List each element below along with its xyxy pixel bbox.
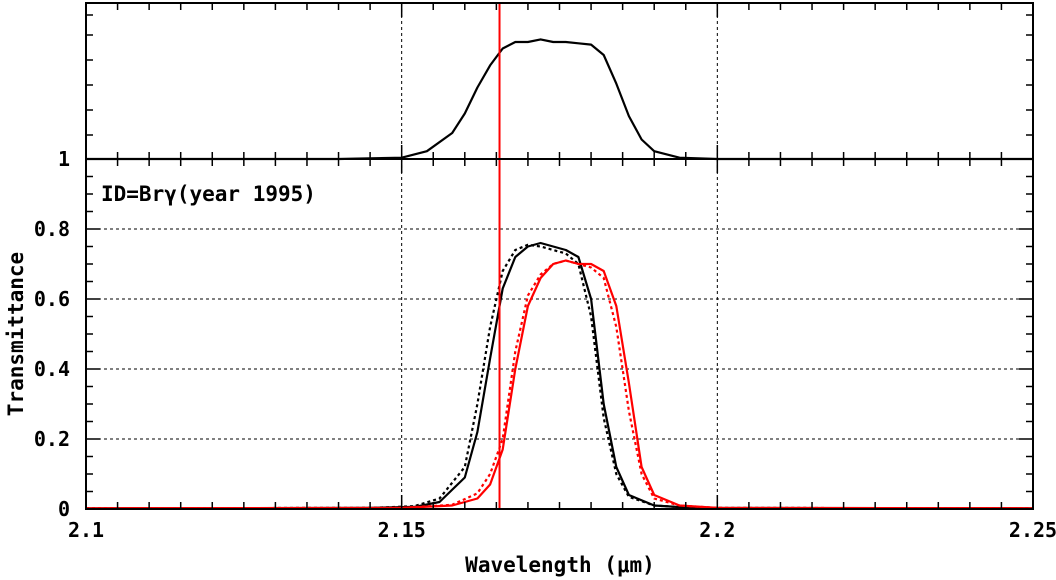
transmittance-curve-2 <box>85 259 1034 510</box>
y-tick-label-3: 0.6 <box>34 287 70 311</box>
y-tick-label-1: 0.2 <box>34 427 70 451</box>
axis-ticks <box>85 3 1034 510</box>
y-tick-label-0: 0 <box>58 497 70 521</box>
x-tick-label-3: 2.25 <box>1009 518 1056 542</box>
x-tick-label-0: 2.1 <box>68 518 104 542</box>
y-tick-label-4: 0.8 <box>34 217 70 241</box>
tick-labels: 2.1 2.15 2.2 2.25 0 0.2 0.4 0.6 0.8 1 <box>34 147 1056 542</box>
grid-lines <box>86 3 1033 509</box>
upper-y-tick-label: 1 <box>58 147 70 171</box>
filter-id-annotation: ID=Brγ(year 1995) <box>101 182 316 206</box>
upper-profile-curve-0 <box>86 38 1033 161</box>
transmittance-curve-1 <box>85 243 1034 510</box>
transmittance-curve-0 <box>85 241 1034 510</box>
x-axis-label: Wavelength (μm) <box>465 553 655 577</box>
lower-panel-series <box>85 241 1034 510</box>
y-tick-label-2: 0.4 <box>34 357 70 381</box>
upper-panel <box>86 38 1033 161</box>
x-tick-label-2: 2.2 <box>699 518 735 542</box>
y-axis-label: Transmittance <box>4 252 28 416</box>
upper-panel-frame <box>85 2 1034 160</box>
lower-panel-frame <box>85 158 1034 510</box>
x-tick-label-1: 2.15 <box>378 518 426 542</box>
panel-frames <box>85 2 1034 510</box>
transmittance-curve-3 <box>85 259 1034 510</box>
